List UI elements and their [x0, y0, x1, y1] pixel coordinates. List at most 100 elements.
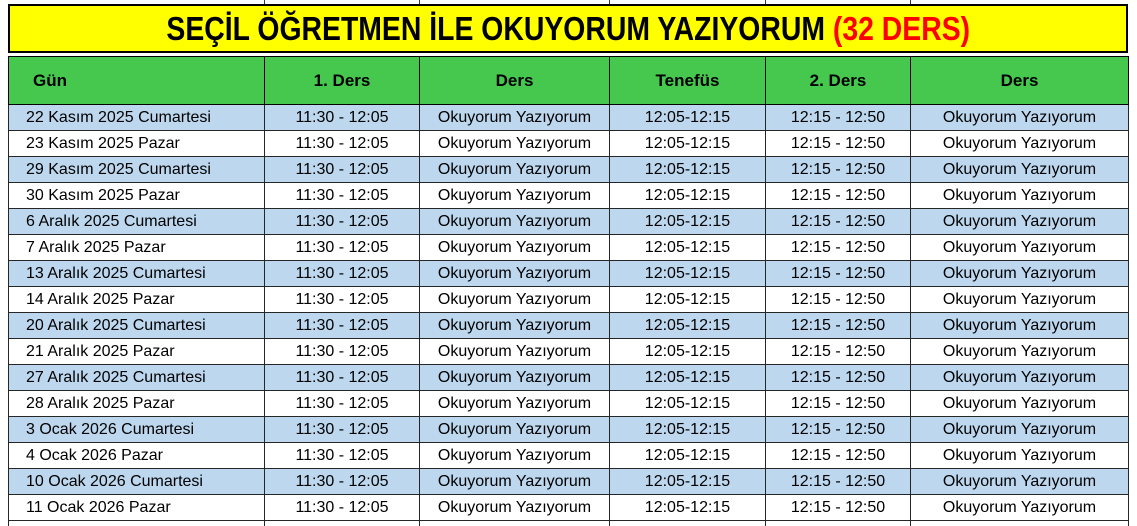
cell-first-lesson-time: 11:30 - 12:05 [264, 338, 420, 365]
table-row: 28 Aralık 2025 Pazar 11:30 - 12:05 Okuyo… [8, 390, 1129, 417]
cell-second-lesson-name [910, 520, 1129, 526]
cell-first-lesson-time [264, 520, 420, 526]
cell-first-lesson-time: 11:30 - 12:05 [264, 130, 420, 157]
cell-first-lesson-name: Okuyorum Yazıyorum [419, 338, 610, 365]
cell-second-lesson-time: 12:15 - 12:50 [765, 156, 911, 183]
cell-day: 3 Ocak 2026 Cumartesi [8, 416, 265, 443]
cell-day: 13 Aralık 2025 Cumartesi [8, 260, 265, 287]
cell-first-lesson-name: Okuyorum Yazıyorum [419, 494, 610, 521]
table-row: 20 Aralık 2025 Cumartesi 11:30 - 12:05 O… [8, 312, 1129, 339]
table-row: 10 Ocak 2026 Cumartesi 11:30 - 12:05 Oku… [8, 468, 1129, 495]
cell-day: 11 Ocak 2026 Pazar [8, 494, 265, 521]
cell-first-lesson-name: Okuyorum Yazıyorum [419, 182, 610, 209]
cell-second-lesson-time: 12:15 - 12:50 [765, 338, 911, 365]
table-row: 6 Aralık 2025 Cumartesi 11:30 - 12:05 Ok… [8, 208, 1129, 235]
cell-day: 28 Aralık 2025 Pazar [8, 390, 265, 417]
cell-second-lesson-time: 12:15 - 12:50 [765, 182, 911, 209]
cell-first-lesson-name: Okuyorum Yazıyorum [419, 130, 610, 157]
cell-first-lesson-name: Okuyorum Yazıyorum [419, 156, 610, 183]
cell-day: 10 Ocak 2026 Cumartesi [8, 468, 265, 495]
column-border-tick [419, 0, 420, 4]
page-title: SEÇİL ÖĞRETMEN İLE OKUYORUM YAZIYORUM (3… [166, 12, 970, 45]
cell-second-lesson-time: 12:15 - 12:50 [765, 468, 911, 495]
cell-day: 6 Aralık 2025 Cumartesi [8, 208, 265, 235]
cell-second-lesson-time: 12:15 - 12:50 [765, 234, 911, 261]
cell-first-lesson-name: Okuyorum Yazıyorum [419, 208, 610, 235]
cell-first-lesson-name: Okuyorum Yazıyorum [419, 390, 610, 417]
cell-day: 29 Kasım 2025 Cumartesi [8, 156, 265, 183]
table-row: 29 Kasım 2025 Cumartesi 11:30 - 12:05 Ok… [8, 156, 1129, 183]
cell-second-lesson-time [765, 520, 911, 526]
table-row: 27 Aralık 2025 Cumartesi 11:30 - 12:05 O… [8, 364, 1129, 391]
cell-second-lesson-name: Okuyorum Yazıyorum [910, 156, 1129, 183]
cell-second-lesson-name: Okuyorum Yazıyorum [910, 286, 1129, 313]
table-row: 7 Aralık 2025 Pazar 11:30 - 12:05 Okuyor… [8, 234, 1129, 261]
cell-second-lesson-time: 12:15 - 12:50 [765, 130, 911, 157]
cell-break-time: 12:05-12:15 [609, 468, 766, 495]
top-margin-strip [0, 0, 1137, 4]
table-row: 4 Ocak 2026 Pazar 11:30 - 12:05 Okuyorum… [8, 442, 1129, 469]
table-row: 22 Kasım 2025 Cumartesi 11:30 - 12:05 Ok… [8, 104, 1129, 131]
table-row: 3 Ocak 2026 Cumartesi 11:30 - 12:05 Okuy… [8, 416, 1129, 443]
cell-first-lesson-name: Okuyorum Yazıyorum [419, 468, 610, 495]
cell-second-lesson-name: Okuyorum Yazıyorum [910, 390, 1129, 417]
column-header-ders-2: Ders [910, 56, 1129, 105]
cell-break-time: 12:05-12:15 [609, 390, 766, 417]
schedule-body: 22 Kasım 2025 Cumartesi 11:30 - 12:05 Ok… [8, 104, 1129, 526]
cell-first-lesson-time: 11:30 - 12:05 [264, 312, 420, 339]
table-row: 13 Aralık 2025 Cumartesi 11:30 - 12:05 O… [8, 260, 1129, 287]
cell-second-lesson-name: Okuyorum Yazıyorum [910, 312, 1129, 339]
column-header-1-ders: 1. Ders [264, 56, 420, 105]
cell-second-lesson-name: Okuyorum Yazıyorum [910, 364, 1129, 391]
cell-first-lesson-name: Okuyorum Yazıyorum [419, 104, 610, 131]
cell-break-time: 12:05-12:15 [609, 442, 766, 469]
cell-first-lesson-time: 11:30 - 12:05 [264, 442, 420, 469]
cell-break-time: 12:05-12:15 [609, 182, 766, 209]
cell-second-lesson-name: Okuyorum Yazıyorum [910, 208, 1129, 235]
cell-first-lesson-name: Okuyorum Yazıyorum [419, 442, 610, 469]
column-header-ders: Ders [419, 56, 610, 105]
cell-break-time: 12:05-12:15 [609, 260, 766, 287]
cell-day [8, 520, 265, 526]
column-header-2-ders: 2. Ders [765, 56, 911, 105]
cell-second-lesson-name: Okuyorum Yazıyorum [910, 338, 1129, 365]
table-row: 11 Ocak 2026 Pazar 11:30 - 12:05 Okuyoru… [8, 494, 1129, 521]
cell-first-lesson-name: Okuyorum Yazıyorum [419, 286, 610, 313]
cell-first-lesson-name: Okuyorum Yazıyorum [419, 416, 610, 443]
cell-second-lesson-name: Okuyorum Yazıyorum [910, 260, 1129, 287]
cell-second-lesson-name: Okuyorum Yazıyorum [910, 182, 1129, 209]
column-header-gun: Gün [8, 56, 265, 105]
cell-break-time: 12:05-12:15 [609, 364, 766, 391]
cell-second-lesson-time: 12:15 - 12:50 [765, 416, 911, 443]
cell-second-lesson-name: Okuyorum Yazıyorum [910, 494, 1129, 521]
partial-row [8, 520, 1129, 526]
cell-second-lesson-name: Okuyorum Yazıyorum [910, 130, 1129, 157]
cell-first-lesson-time: 11:30 - 12:05 [264, 156, 420, 183]
table-row: 14 Aralık 2025 Pazar 11:30 - 12:05 Okuyo… [8, 286, 1129, 313]
page-title-lesson-count: (32 DERS) [824, 10, 970, 47]
cell-day: 27 Aralık 2025 Cumartesi [8, 364, 265, 391]
cell-first-lesson-name [419, 520, 610, 526]
cell-second-lesson-name: Okuyorum Yazıyorum [910, 468, 1129, 495]
cell-first-lesson-time: 11:30 - 12:05 [264, 390, 420, 417]
cell-first-lesson-time: 11:30 - 12:05 [264, 364, 420, 391]
cell-second-lesson-time: 12:15 - 12:50 [765, 364, 911, 391]
table-row: 23 Kasım 2025 Pazar 11:30 - 12:05 Okuyor… [8, 130, 1129, 157]
cell-day: 30 Kasım 2025 Pazar [8, 182, 265, 209]
cell-second-lesson-name: Okuyorum Yazıyorum [910, 104, 1129, 131]
cell-second-lesson-time: 12:15 - 12:50 [765, 312, 911, 339]
cell-break-time: 12:05-12:15 [609, 208, 766, 235]
cell-break-time: 12:05-12:15 [609, 156, 766, 183]
cell-break-time: 12:05-12:15 [609, 234, 766, 261]
cell-second-lesson-time: 12:15 - 12:50 [765, 286, 911, 313]
cell-first-lesson-time: 11:30 - 12:05 [264, 286, 420, 313]
cell-day: 20 Aralık 2025 Cumartesi [8, 312, 265, 339]
cell-second-lesson-name: Okuyorum Yazıyorum [910, 442, 1129, 469]
header-row: Gün 1. Ders Ders Tenefüs 2. Ders Ders [8, 56, 1129, 105]
cell-day: 4 Ocak 2026 Pazar [8, 442, 265, 469]
cell-second-lesson-time: 12:15 - 12:50 [765, 390, 911, 417]
cell-first-lesson-time: 11:30 - 12:05 [264, 416, 420, 443]
cell-day: 22 Kasım 2025 Cumartesi [8, 104, 265, 131]
cell-first-lesson-time: 11:30 - 12:05 [264, 104, 420, 131]
table-row: 30 Kasım 2025 Pazar 11:30 - 12:05 Okuyor… [8, 182, 1129, 209]
